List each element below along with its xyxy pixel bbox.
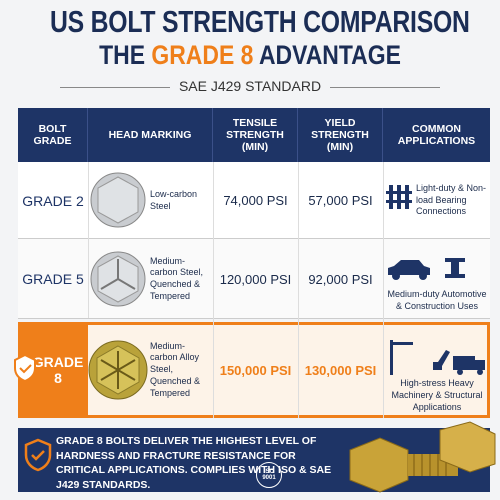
footer-text: GRADE 8 BOLTS DELIVER THE HIGHEST LEVEL …	[56, 435, 332, 492]
divider	[330, 87, 440, 88]
subtitle: THE GRADE 8 ADVANTAGE	[38, 40, 463, 71]
applications: High-stress Heavy Machinery & Structural…	[391, 378, 483, 412]
column-header: HEAD MARKING	[88, 108, 213, 162]
bolts-image	[349, 421, 496, 493]
title: US BOLT STRENGTH COMPARISON	[50, 4, 470, 39]
applications: Medium-duty Automotive & Construction Us…	[387, 289, 487, 311]
yield: 92,000 PSI	[308, 271, 373, 287]
marking: Medium-carbon Alloy Steel, Quenched & Te…	[150, 340, 201, 398]
grade: GRADE 5	[22, 271, 84, 287]
column-line	[88, 162, 89, 318]
tensile: 120,000 PSI	[219, 271, 292, 287]
iso-badge: ISO 9001	[256, 462, 282, 488]
column-header: TENSILE STRENGTH (MIN)	[213, 108, 298, 162]
footer-shield	[24, 438, 52, 472]
badge-text: 9001	[262, 475, 276, 481]
marking: Medium-carbon Steel, Quenched & Tempered	[150, 255, 204, 301]
fence-icon	[386, 185, 412, 209]
column-header: YIELD STRENGTH (MIN)	[298, 108, 383, 162]
shield-icon	[14, 353, 36, 383]
column-header: BOLT GRADE	[18, 108, 88, 162]
tensile: 74,000 PSI	[223, 193, 288, 208]
standard: SAE J429 STANDARD	[178, 78, 322, 94]
divider	[60, 87, 170, 88]
badge-text: ISO	[263, 469, 275, 475]
subtitle-part: THE	[99, 40, 145, 70]
subtitle-part: ADVANTAGE	[258, 40, 401, 70]
applications: Light-duty & Non-load Bearing Connection…	[416, 182, 487, 217]
yield: 57,000 PSI	[308, 193, 373, 208]
column-header: COMMON APPLICATIONS	[383, 108, 490, 162]
tensile: 150,000 PSI	[219, 362, 292, 378]
grade: GRADE 2	[22, 192, 84, 209]
bolt-head-grade8	[88, 340, 148, 400]
column-line	[383, 162, 384, 418]
subtitle-highlight: GRADE 8	[151, 40, 254, 70]
column-line	[298, 162, 299, 418]
bolt-head-grade5	[90, 251, 146, 307]
machinery-icon	[390, 340, 485, 375]
yield: 130,000 PSI	[304, 362, 377, 378]
column-line	[213, 162, 214, 418]
grade: GRADE 8	[32, 354, 84, 386]
marking: Low-carbon Steel	[150, 188, 198, 211]
bolt-head-grade2	[90, 172, 146, 228]
car-icon	[388, 258, 465, 280]
